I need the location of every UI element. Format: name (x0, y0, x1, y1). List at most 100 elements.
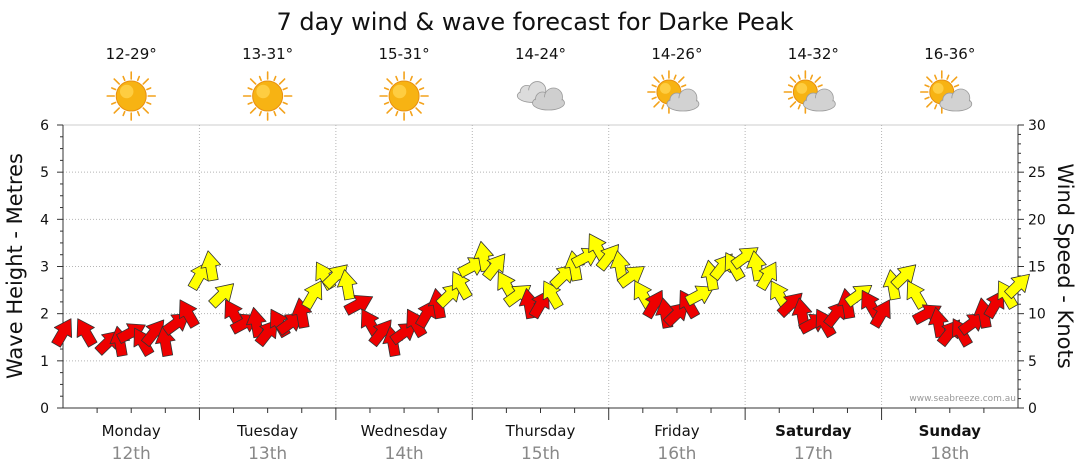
sun-ray (934, 74, 938, 80)
sun-ray (809, 74, 814, 80)
wind-arrow (76, 318, 98, 348)
wind-arrow (756, 261, 777, 291)
wind-arrow-shape (389, 322, 418, 346)
left-tick-label: 0 (40, 401, 49, 417)
sun-ray (113, 107, 120, 114)
sun-ray (122, 75, 126, 82)
wind-arrow-shape (76, 318, 98, 348)
left-tick-label: 2 (40, 307, 49, 323)
temperature-label: 14-26° (651, 45, 702, 63)
sun-ray (146, 87, 152, 91)
sun-highlight (119, 84, 134, 99)
day-date-label: 14th (385, 444, 424, 464)
sun-ray (273, 110, 277, 117)
wind-arrow-shape (869, 299, 891, 329)
sun-ray (278, 107, 286, 114)
sun-ray (395, 75, 399, 82)
cloud-shape (516, 81, 549, 103)
right-tick-label: 10 (1028, 307, 1046, 323)
temperature-label: 13-31° (242, 45, 293, 63)
sun-ray (651, 96, 657, 100)
sun-ray (661, 74, 665, 80)
cloud-shape (532, 87, 565, 111)
left-tick-label: 5 (40, 165, 49, 181)
wind-arrow (973, 297, 995, 329)
wind-arrow-shape (570, 247, 601, 269)
sun-ray (787, 84, 794, 88)
wind-arrow-shape (301, 280, 323, 310)
wind-arrow (662, 302, 689, 328)
day-name-label: Sunday (919, 422, 982, 440)
wind-arrow-shape (662, 302, 689, 328)
right-tick-label: 30 (1028, 118, 1046, 134)
left-tick-label: 3 (40, 260, 49, 276)
sun-ray (661, 104, 665, 110)
wind-arrow (435, 283, 462, 309)
day-date-label: 16th (657, 444, 696, 464)
sun-ray (383, 87, 390, 91)
wind-arrow-shape (208, 283, 235, 309)
wind-arrow-shape (1004, 273, 1030, 300)
sun-ray (146, 101, 152, 105)
sun-highlight (392, 84, 407, 99)
sun-ray (415, 78, 422, 85)
sun-ray (924, 96, 930, 100)
sun-ray (950, 76, 958, 83)
sun-ray (142, 78, 149, 85)
cloud-fill (940, 98, 971, 110)
x-axis: Monday 12th Tuesday 13th Wednesday 14th Thursd… (63, 407, 1018, 464)
sun-ray (814, 76, 822, 83)
wind-arrow (1004, 273, 1030, 300)
sun-highlight (659, 83, 671, 94)
right-tick-label: 20 (1028, 212, 1046, 228)
sun-ray (386, 107, 393, 114)
sun-ray (136, 110, 141, 117)
cloud-fill (533, 97, 564, 109)
sun-ray (678, 76, 685, 83)
wind-arrow (301, 280, 323, 310)
wind-arrow (208, 283, 235, 309)
y2-axis-title: Wind Speed - Knots (1053, 163, 1077, 368)
temperature-label: 14-24° (515, 45, 566, 63)
temperature-label: 16-36° (924, 45, 975, 63)
left-axis: 0 1 2 3 4 5 6 (40, 118, 64, 417)
sun-ray (278, 78, 286, 85)
cloud-fill (667, 98, 698, 110)
sunny-icon (106, 71, 157, 121)
right-tick-label: 0 (1028, 401, 1037, 417)
wind-arrow-shape (435, 283, 462, 309)
partly-cloudy-icon (647, 70, 700, 114)
wind-arrow (482, 253, 506, 282)
sun-ray (113, 78, 120, 85)
left-tick-label: 4 (40, 212, 49, 228)
wind-arrow-shape (178, 299, 200, 329)
sun-ray (395, 110, 399, 117)
sun-ray (409, 110, 413, 117)
left-tick-label: 1 (40, 354, 49, 370)
sun-ray (418, 101, 425, 105)
sun-highlight (256, 84, 270, 99)
temperature-label: 12-29° (106, 45, 157, 63)
sun-ray (386, 78, 393, 85)
wind-arrow-shape (973, 297, 995, 329)
partly-cloudy-icon (783, 70, 836, 114)
temperature-label: 15-31° (379, 45, 430, 63)
sun-ray (111, 87, 117, 91)
wind-arrow (684, 285, 715, 307)
day-date-label: 15th (521, 444, 560, 464)
sun-ray (258, 75, 262, 82)
right-tick-label: 5 (1028, 354, 1037, 370)
day-name-label: Friday (654, 422, 700, 440)
wind-arrow (890, 264, 917, 290)
sun-ray (273, 75, 277, 82)
right-axis: 0 5 10 15 20 25 30 (1017, 118, 1046, 417)
cloud-shape (802, 88, 836, 112)
sun-ray (653, 101, 660, 108)
sun-highlight (932, 83, 944, 94)
sun-ray (122, 110, 126, 117)
wind-arrow (178, 299, 200, 329)
sun-ray (926, 101, 933, 108)
wind-arrow (570, 247, 601, 269)
wind-arrow (51, 318, 73, 348)
sun-ray (282, 101, 288, 105)
